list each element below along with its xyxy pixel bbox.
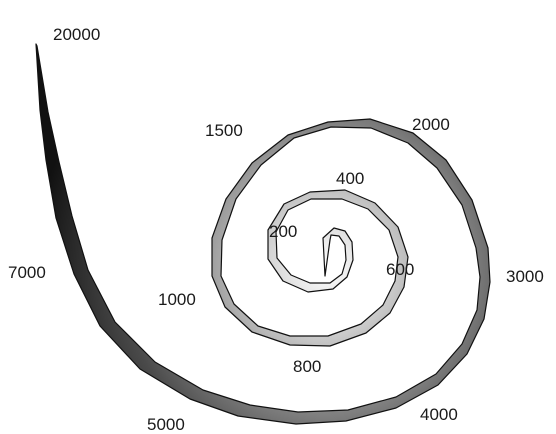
label-5000: 5000 xyxy=(147,415,185,434)
label-3000: 3000 xyxy=(506,267,544,286)
label-20000: 20000 xyxy=(53,25,100,44)
label-1000: 1000 xyxy=(158,290,196,309)
label-800: 800 xyxy=(293,357,321,376)
label-600: 600 xyxy=(386,260,414,279)
label-200: 200 xyxy=(269,222,297,241)
label-400: 400 xyxy=(336,169,364,188)
label-4000: 4000 xyxy=(420,405,458,424)
label-2000: 2000 xyxy=(412,115,450,134)
label-1500: 1500 xyxy=(205,121,243,140)
spiral-band xyxy=(35,43,491,425)
label-7000: 7000 xyxy=(8,263,46,282)
